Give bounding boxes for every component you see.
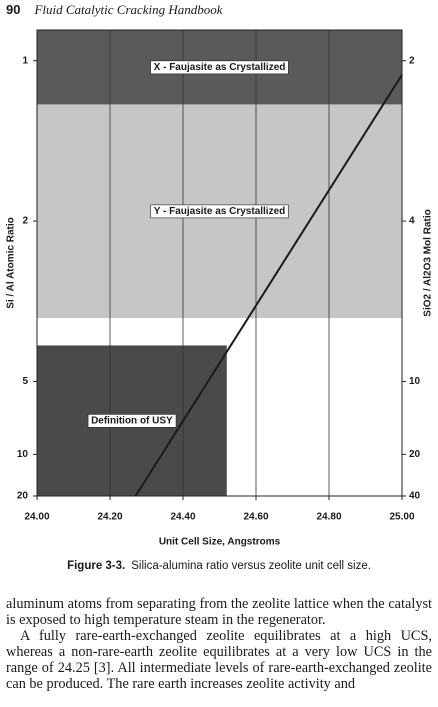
y-tick-label: 1 — [22, 55, 28, 66]
y2-tick-label: 20 — [409, 449, 421, 460]
y-axis-title: Si / Al Atomic Ratio — [6, 217, 17, 309]
figure-caption: Figure 3-3. Silica-alumina ratio versus z… — [0, 560, 438, 572]
y2-tick-label: 40 — [409, 491, 421, 502]
y2-tick-label: 10 — [409, 376, 421, 387]
paragraph: A fully rare-earth-exchanged zeolite equ… — [6, 628, 432, 692]
band-label: Y - Faujasite as Crystallized — [154, 206, 286, 217]
y-tick-label: 5 — [22, 376, 28, 387]
y-tick-label: 20 — [17, 491, 29, 502]
y-tick-label: 2 — [22, 216, 28, 227]
band-label: X - Faujasite as Crystallized — [154, 62, 286, 73]
band-label-group: Y - Faujasite as Crystallized — [150, 204, 289, 219]
y2-tick-label: 4 — [409, 216, 415, 227]
book-title: Fluid Catalytic Cracking Handbook — [34, 2, 223, 17]
band-label-box — [150, 60, 289, 75]
x-tick-label: 25.00 — [389, 512, 414, 523]
x-tick-label: 24.20 — [97, 512, 122, 523]
x-tick-label: 24.80 — [316, 512, 341, 523]
caption-text: Silica-alumina ratio versus zeolite unit… — [131, 560, 371, 572]
x-axis-title: Unit Cell Size, Angstroms — [159, 537, 281, 548]
caption-label: Figure 3-3. — [67, 560, 126, 572]
band-label-group: Definition of USY — [87, 414, 177, 428]
paragraph: aluminum atoms from separating from the … — [6, 596, 432, 628]
band-label-box — [87, 414, 177, 428]
chart: 24.00 24.20 24.40 24.60 24.80 25.00 X - Faujas… — [6, 29, 434, 548]
page-number: 90 — [6, 2, 21, 17]
data-line — [134, 74, 403, 497]
y-tick-label: 10 — [17, 449, 29, 460]
x-tick-label: 24.40 — [170, 512, 195, 523]
y2-axis-title: SiO2 / Al2O3 Mol Ratio — [423, 209, 434, 316]
x-tick-label: 24.60 — [243, 512, 268, 523]
plot-frame — [36, 29, 403, 497]
y2-tick-label: 2 — [409, 55, 415, 66]
band-label-group: X - Faujasite as Crystallized — [150, 60, 289, 75]
running-header: 90 Fluid Catalytic Cracking Handbook — [6, 2, 223, 18]
x-tick-label: 24.00 — [24, 512, 49, 523]
band-label-box — [150, 204, 289, 219]
body-text: aluminum atoms from separating from the … — [6, 596, 432, 692]
band-label: Definition of USY — [91, 415, 173, 426]
